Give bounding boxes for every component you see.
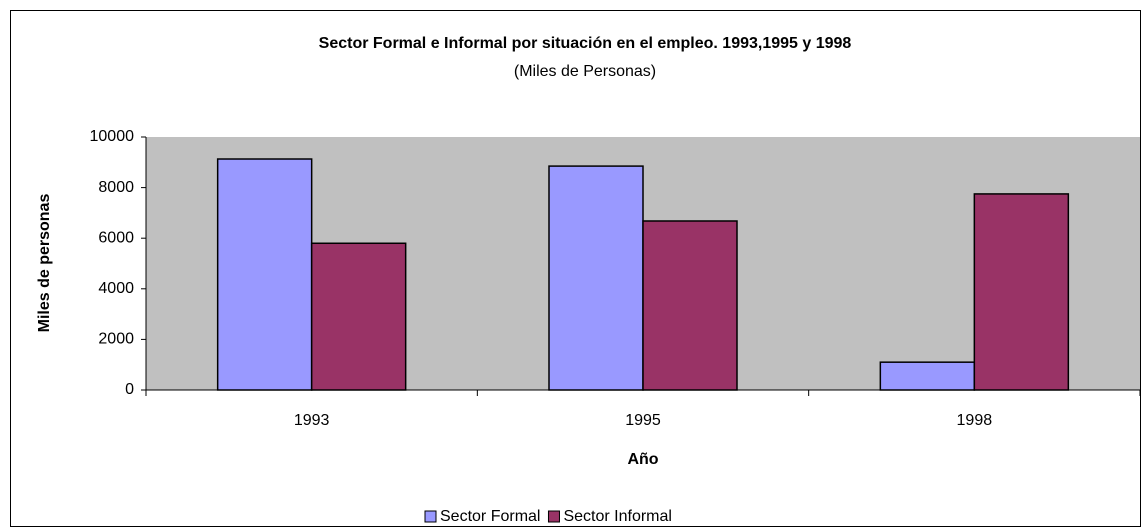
bar	[548, 165, 644, 391]
bar	[216, 158, 313, 391]
bar	[642, 220, 738, 391]
y-tick-label: 6000	[98, 229, 134, 246]
x-axis-label: Año	[627, 451, 658, 468]
chart-title: Sector Formal e Informal por situación e…	[319, 35, 852, 52]
y-tick-label: 8000	[98, 179, 134, 196]
y-axis-label: Miles de personas	[36, 194, 53, 333]
y-tick-label: 10000	[90, 128, 135, 145]
chart-subtitle: (Miles de Personas)	[514, 63, 656, 80]
y-tick-label: 4000	[98, 280, 134, 297]
y-tick-label: 2000	[98, 331, 134, 348]
y-tick-label: 0	[125, 381, 134, 398]
legend-label: Sector Informal	[563, 508, 671, 525]
bar	[310, 242, 407, 391]
legend-swatch	[424, 510, 437, 523]
x-tick-label: 1995	[625, 412, 661, 429]
legend-swatch	[547, 510, 560, 523]
legend-label: Sector Formal	[440, 508, 540, 525]
x-tick-label: 1998	[957, 412, 993, 429]
x-tick-label: 1993	[294, 412, 330, 429]
bar	[973, 193, 1070, 391]
bar	[879, 361, 976, 391]
